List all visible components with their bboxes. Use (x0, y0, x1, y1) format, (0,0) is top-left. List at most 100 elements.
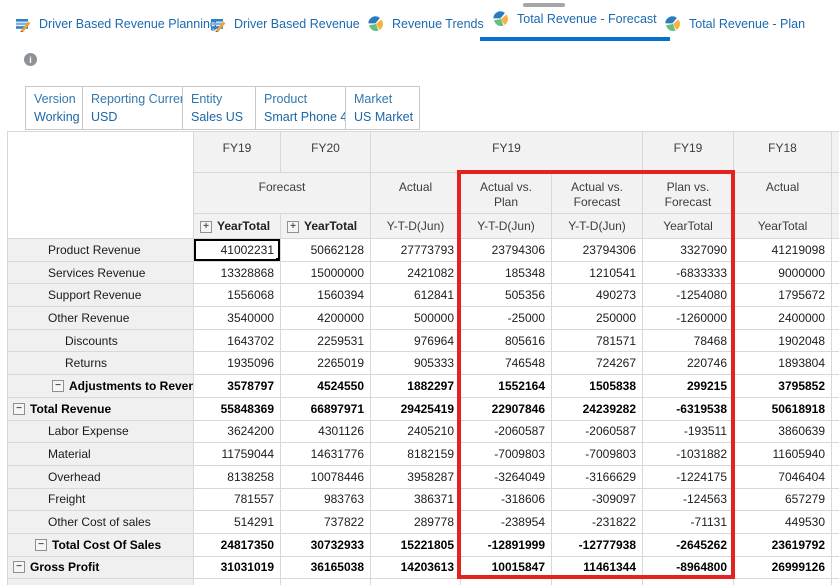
data-cell[interactable]: -2060587 (550, 419, 644, 444)
period-header-yeartotal[interactable]: + YearTotal (280, 213, 371, 239)
data-cell[interactable]: 3860639 (733, 419, 833, 444)
data-cell[interactable]: 2405210 (370, 419, 461, 444)
data-cell[interactable]: 657279 (733, 487, 833, 512)
pov-product[interactable]: Product Smart Phone 4 in (256, 87, 346, 129)
data-cell[interactable]: 905333 (370, 351, 461, 376)
info-icon[interactable]: i (24, 53, 37, 66)
data-cell[interactable]: 500000 (370, 306, 461, 330)
period-header-y-t-d-jun[interactable]: Y-T-D(Jun) (460, 213, 552, 239)
year-header-fy19[interactable]: FY19 (193, 131, 281, 173)
scenario-header-forecast[interactable]: Forecast (193, 172, 371, 214)
data-cell[interactable]: 3578797 (193, 374, 281, 398)
data-cell[interactable]: 41219098 (733, 238, 833, 262)
data-cell[interactable]: 746548 (460, 351, 552, 376)
data-cell[interactable]: 1505838 (550, 374, 644, 398)
data-cell[interactable]: 15221805 (370, 532, 461, 557)
scenario-header-actual[interactable]: Actual (733, 172, 833, 214)
tab-revenue-trends[interactable]: Revenue Trends (368, 11, 484, 37)
data-cell[interactable]: 31031019 (193, 555, 281, 580)
year-header-fy19[interactable]: FY19 (642, 131, 735, 173)
data-cell[interactable]: 22907846 (460, 396, 552, 421)
data-cell[interactable]: -3264049 (460, 464, 552, 489)
data-cell[interactable]: 781571 (550, 328, 644, 353)
data-cell[interactable]: 805616 (460, 328, 552, 353)
data-cell[interactable]: -8964800 (642, 555, 735, 580)
expand-icon[interactable]: + (200, 220, 212, 233)
data-cell[interactable]: 299215 (642, 374, 735, 398)
data-cell[interactable]: 1882297 (370, 374, 461, 398)
row-header-other-cost-of-sales[interactable]: Other Cost of sales (7, 510, 194, 534)
period-header-y-t-d-jun[interactable]: Y-T-D(Jun) (370, 213, 461, 239)
data-cell[interactable]: 185348 (460, 260, 552, 285)
data-cell[interactable]: -1254080 (642, 283, 735, 308)
data-cell[interactable]: -238954 (460, 510, 552, 534)
data-cell[interactable]: 781557 (193, 487, 281, 512)
data-cell[interactable]: 3795852 (733, 374, 833, 398)
pov-version[interactable]: Version Working (26, 87, 83, 129)
data-cell[interactable]: -3166629 (550, 464, 644, 489)
data-cell[interactable]: 220746 (642, 351, 735, 376)
data-cell[interactable]: 2400000 (733, 306, 833, 330)
data-cell[interactable]: 23794306 (550, 238, 644, 262)
data-cell[interactable]: 24817350 (193, 532, 281, 557)
data-cell[interactable]: 976964 (370, 328, 461, 353)
data-cell[interactable]: 24239282 (550, 396, 644, 421)
data-cell[interactable]: 29425419 (370, 396, 461, 421)
data-cell[interactable]: 3958287 (370, 464, 461, 489)
data-cell[interactable]: -12777938 (550, 532, 644, 557)
data-cell[interactable]: 15000000 (280, 260, 371, 285)
data-cell[interactable]: -318606 (460, 487, 552, 512)
row-header-gross-profit[interactable]: − Gross Profit (7, 555, 194, 580)
data-cell[interactable]: 3327090 (642, 238, 735, 262)
row-header-support-revenue[interactable]: Support Revenue (7, 283, 194, 308)
data-cell[interactable]: -6833333 (642, 260, 735, 285)
data-cell[interactable]: 55848369 (193, 396, 281, 421)
tab-total-revenue-plan[interactable]: Total Revenue - Plan (665, 11, 805, 37)
data-cell[interactable]: 36165038 (280, 555, 371, 580)
data-cell[interactable]: 8182159 (370, 442, 461, 466)
tab-driver-based-revenue[interactable]: Driver Based Revenue (210, 11, 360, 37)
data-cell[interactable]: 490273 (550, 283, 644, 308)
row-header-product-revenue[interactable]: Product Revenue (7, 238, 194, 262)
row-header-overhead[interactable]: Overhead (7, 464, 194, 489)
data-cell[interactable]: -2645262 (642, 532, 735, 557)
scenario-header-actual[interactable]: Actual (370, 172, 461, 214)
data-cell[interactable]: 1795672 (733, 283, 833, 308)
data-cell[interactable]: 1935096 (193, 351, 281, 376)
data-cell[interactable]: -71131 (642, 510, 735, 534)
scenario-header-actual-vs-forecast[interactable]: Actual vs. Forecast (550, 172, 644, 214)
data-cell[interactable]: 14203613 (370, 555, 461, 580)
row-header-other-revenue[interactable]: Other Revenue (7, 306, 194, 330)
data-cell[interactable]: 30732933 (280, 532, 371, 557)
data-cell[interactable]: 1560394 (280, 283, 371, 308)
collapse-icon[interactable]: − (52, 379, 64, 392)
data-cell[interactable]: 724267 (550, 351, 644, 376)
data-cell[interactable]: -12891999 (460, 532, 552, 557)
data-cell[interactable]: 2265019 (280, 351, 371, 376)
data-cell[interactable]: 386371 (370, 487, 461, 512)
period-header-yeartotal[interactable]: YearTotal (642, 213, 735, 239)
scenario-header-plan-vs-forecast[interactable]: Plan vs. Forecast (642, 172, 735, 214)
year-header-fy18[interactable]: FY18 (733, 131, 833, 173)
data-cell[interactable]: 289778 (370, 510, 461, 534)
data-cell[interactable]: 27773793 (370, 238, 461, 262)
data-cell[interactable]: 10078446 (280, 464, 371, 489)
period-header-yeartotal[interactable]: + YearTotal (193, 213, 281, 239)
scenario-header-actual-vs-plan[interactable]: Actual vs. Plan (460, 172, 552, 214)
data-cell[interactable]: -25000 (460, 306, 552, 330)
row-header-total-cost-of-sales[interactable]: − Total Cost Of Sales (7, 532, 194, 557)
data-cell[interactable]: 1552164 (460, 374, 552, 398)
data-cell[interactable]: 1893804 (733, 351, 833, 376)
data-cell[interactable]: 514291 (193, 510, 281, 534)
data-cell[interactable]: 9000000 (733, 260, 833, 285)
data-cell[interactable]: 50618918 (733, 396, 833, 421)
data-cell[interactable]: 737822 (280, 510, 371, 534)
data-cell[interactable]: 4301126 (280, 419, 371, 444)
data-cell[interactable]: -193511 (642, 419, 735, 444)
row-header-services-revenue[interactable]: Services Revenue (7, 260, 194, 285)
data-cell[interactable]: -124563 (642, 487, 735, 512)
row-header-material[interactable]: Material (7, 442, 194, 466)
data-cell[interactable]: -2060587 (460, 419, 552, 444)
data-cell[interactable]: 4200000 (280, 306, 371, 330)
data-cell[interactable]: 505356 (460, 283, 552, 308)
